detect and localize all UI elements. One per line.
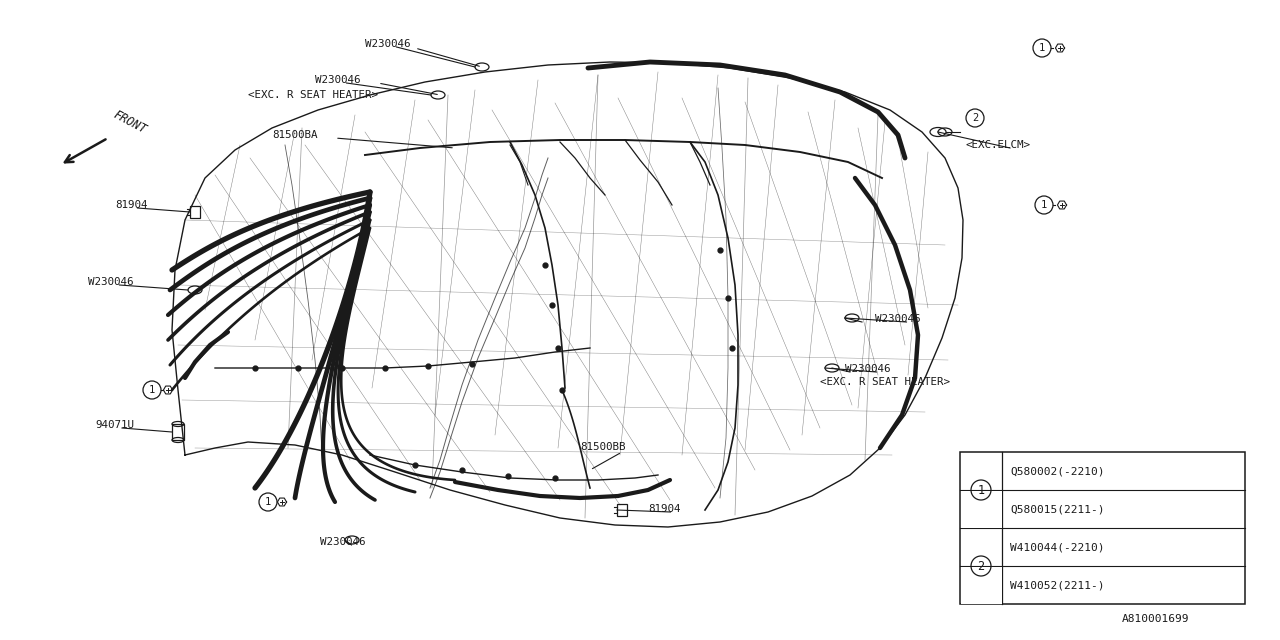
Bar xyxy=(172,424,184,440)
Text: A810001699: A810001699 xyxy=(1123,614,1189,624)
Text: W230046: W230046 xyxy=(876,314,920,324)
Text: <EXC.ELCM>: <EXC.ELCM> xyxy=(965,140,1030,150)
Text: 81500BA: 81500BA xyxy=(273,130,317,140)
Text: W230046: W230046 xyxy=(88,277,133,287)
Text: <EXC. R SEAT HEATER>: <EXC. R SEAT HEATER> xyxy=(820,377,950,387)
Text: 81904: 81904 xyxy=(115,200,147,210)
Bar xyxy=(960,452,1245,604)
Text: 1: 1 xyxy=(1041,200,1047,210)
Text: FRONT: FRONT xyxy=(111,108,148,136)
Text: 1: 1 xyxy=(978,483,984,497)
Text: W230046: W230046 xyxy=(315,75,361,85)
Text: 81500BB: 81500BB xyxy=(580,442,626,452)
Text: <EXC. R SEAT HEATER>: <EXC. R SEAT HEATER> xyxy=(248,90,378,100)
Text: Q580002(-2210): Q580002(-2210) xyxy=(1010,466,1105,476)
Bar xyxy=(960,490,1001,527)
Text: W230046: W230046 xyxy=(320,537,366,547)
Bar xyxy=(617,504,627,516)
Text: Q580015(2211-): Q580015(2211-) xyxy=(1010,504,1105,514)
Text: 2: 2 xyxy=(978,559,984,573)
Bar xyxy=(960,566,1001,604)
Text: 1: 1 xyxy=(1039,43,1046,53)
Text: 94071U: 94071U xyxy=(95,420,134,430)
Text: W410044(-2210): W410044(-2210) xyxy=(1010,542,1105,552)
Text: 2: 2 xyxy=(972,113,978,123)
Text: 81904: 81904 xyxy=(648,504,681,514)
Bar xyxy=(189,206,200,218)
Text: 1: 1 xyxy=(265,497,271,507)
Text: W230046: W230046 xyxy=(845,364,891,374)
Text: W230046: W230046 xyxy=(365,39,411,49)
Text: 1: 1 xyxy=(148,385,155,395)
Text: W410052(2211-): W410052(2211-) xyxy=(1010,580,1105,590)
